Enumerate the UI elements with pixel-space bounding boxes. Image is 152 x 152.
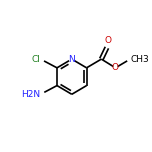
Text: N: N [68, 55, 75, 64]
Text: O: O [105, 36, 112, 45]
Text: O: O [112, 63, 119, 72]
Text: CH3: CH3 [130, 55, 149, 64]
Text: H2N: H2N [21, 90, 41, 99]
Text: Cl: Cl [32, 55, 41, 64]
